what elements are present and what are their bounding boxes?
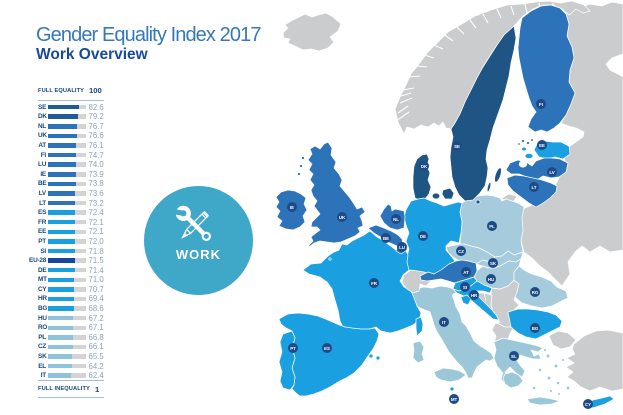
svg-text:EL: EL [511, 354, 517, 359]
svg-text:IE: IE [290, 205, 294, 210]
svg-text:IT: IT [442, 320, 446, 325]
svg-text:HR: HR [471, 293, 478, 298]
svg-text:MT: MT [451, 397, 458, 402]
svg-text:NL: NL [393, 217, 399, 222]
svg-text:EE: EE [539, 143, 545, 148]
svg-text:RO: RO [532, 290, 539, 295]
svg-text:SK: SK [490, 261, 497, 266]
svg-text:LT: LT [531, 185, 536, 190]
svg-text:FR: FR [371, 281, 378, 286]
svg-text:FI: FI [539, 102, 543, 107]
svg-text:DK: DK [421, 164, 428, 169]
svg-text:HU: HU [488, 277, 494, 282]
svg-text:CY: CY [585, 402, 591, 407]
svg-text:LV: LV [549, 170, 554, 175]
svg-text:BE: BE [383, 236, 389, 241]
svg-text:LU: LU [399, 245, 405, 250]
svg-text:PT: PT [290, 346, 296, 351]
svg-text:UK: UK [339, 215, 346, 220]
svg-text:SI: SI [463, 285, 467, 290]
svg-text:CZ: CZ [458, 249, 464, 254]
svg-text:BG: BG [532, 326, 539, 331]
svg-text:PL: PL [489, 224, 495, 229]
svg-text:SE: SE [454, 144, 460, 149]
svg-text:ES: ES [324, 346, 330, 351]
svg-text:AT: AT [463, 270, 469, 275]
svg-text:DE: DE [420, 234, 426, 239]
